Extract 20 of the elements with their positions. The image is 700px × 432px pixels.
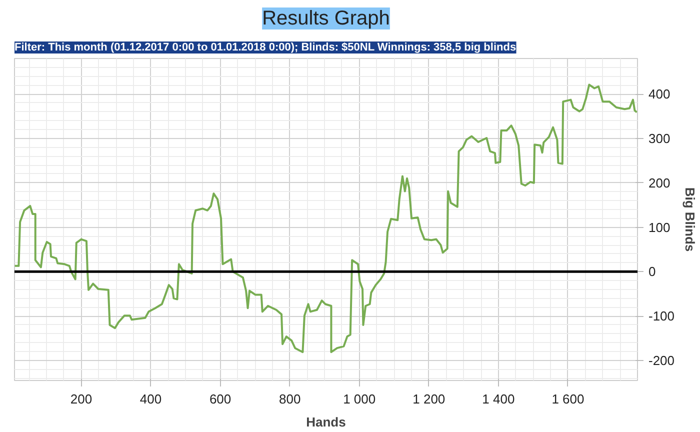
line-series <box>14 84 638 354</box>
y-tick-label: -200 <box>648 353 675 368</box>
y-axis-title: Big Blinds <box>682 187 698 252</box>
y-tick-label: 300 <box>648 130 670 146</box>
y-tick-label: 100 <box>648 220 670 235</box>
x-tick-label: 1 200 <box>412 392 446 406</box>
x-tick-label: 1 000 <box>343 392 376 406</box>
y-tick-label: 0 <box>648 264 656 280</box>
chart-title: Results Graph <box>262 8 390 30</box>
y-tick-label: 200 <box>648 175 670 190</box>
x-tick-label: 1 400 <box>482 392 515 406</box>
x-tick-label: 400 <box>140 392 162 406</box>
chart-subtitle: Filter: This month (01.12.2017 0:00 to 01.01.2018 0:00); Blinds: $50NL Winnings: 358,5 big blinds <box>14 42 516 54</box>
x-tick-label: 200 <box>70 392 92 406</box>
x-tick-label: 800 <box>279 392 301 406</box>
x-tick-label: 600 <box>209 392 232 406</box>
y-tick-label: -100 <box>648 308 675 324</box>
y-tick-label: 400 <box>648 86 670 102</box>
x-axis-title: Hands <box>306 414 346 430</box>
x-tick-label: 1 600 <box>552 392 584 406</box>
